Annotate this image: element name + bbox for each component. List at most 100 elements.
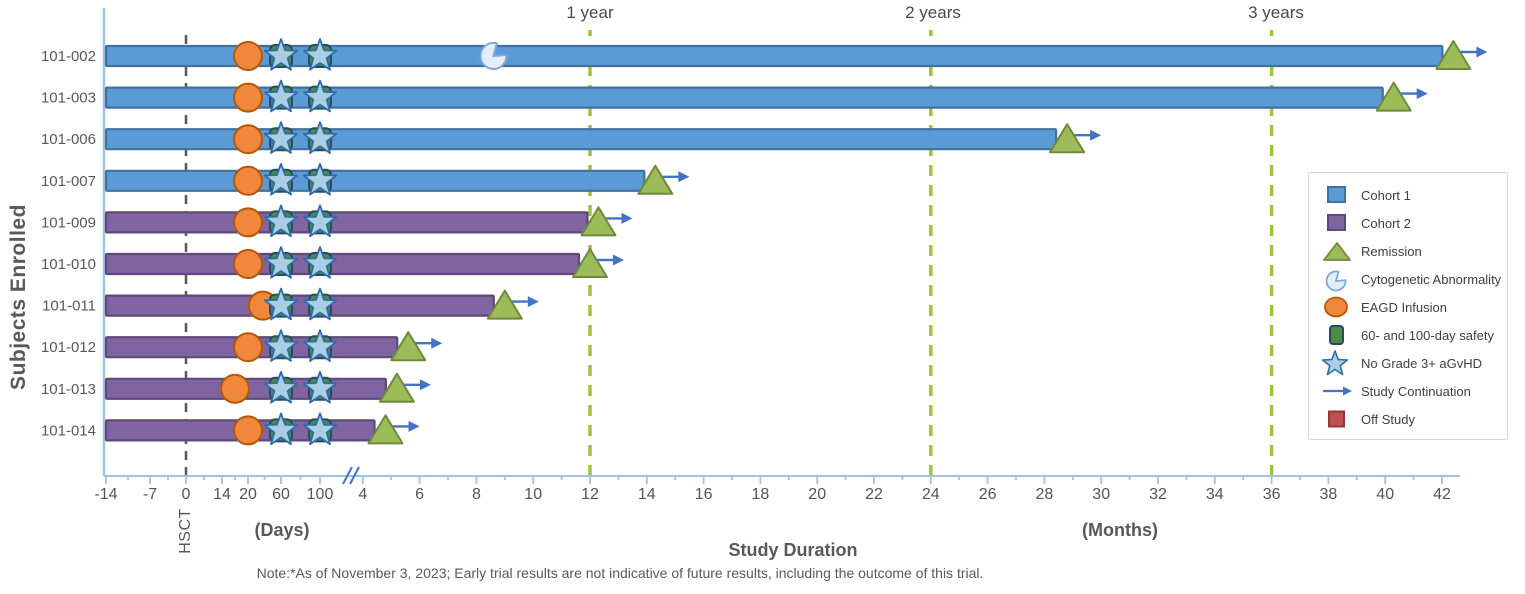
eagd-infusion-marker — [233, 249, 263, 279]
day-tick-label: -14 — [94, 486, 117, 503]
remission-triangle — [572, 248, 608, 278]
safety-icon — [1329, 325, 1344, 345]
legend-label: Cohort 2 — [1361, 215, 1411, 231]
subject-row-101-002: 101-002 — [41, 38, 1488, 71]
legend-label: Cohort 1 — [1361, 187, 1411, 203]
remission-triangle — [390, 331, 427, 362]
month-tick-label: 34 — [1206, 486, 1224, 503]
subject-label: 101-003 — [41, 90, 96, 107]
months-axis-caption: (Months) — [1082, 520, 1158, 540]
cohort-bar — [104, 211, 589, 234]
no-agvhd-star-marker — [302, 287, 338, 321]
day-tick-label: -7 — [143, 486, 157, 503]
eagd-infusion-marker — [233, 82, 263, 113]
legend-item-remission: Remission — [1319, 237, 1503, 265]
no-agvhd-star-marker — [302, 246, 338, 279]
subject-row-101-014: 101-014 — [41, 412, 420, 446]
eagd-infusion-marker — [233, 415, 263, 446]
legend-label: 60- and 100-day safety — [1361, 327, 1494, 343]
month-tick-label: 40 — [1376, 486, 1394, 503]
subject-label: 101-014 — [41, 422, 96, 439]
no-agvhd-star-marker — [263, 121, 299, 154]
cohort-bar — [104, 86, 1384, 109]
study-continuation-arrowhead — [419, 379, 431, 391]
eagd-infusion-icon — [1324, 296, 1348, 318]
three-years-label: 3 years — [1248, 3, 1304, 22]
subject-row-101-012: 101-012 — [41, 329, 443, 363]
remission-triangle — [367, 414, 404, 445]
cytogenetic-abnormality-marker — [479, 41, 508, 70]
subject-row-101-009: 101-009 — [41, 204, 633, 238]
x-axis-title: Study Duration — [728, 540, 858, 560]
remission-triangle — [486, 289, 523, 320]
legend-item-off-study: Off Study — [1319, 405, 1503, 433]
no-agvhd-star-marker — [263, 204, 299, 238]
subject-row-101-010: 101-010 — [41, 246, 624, 279]
month-tick-label: 10 — [524, 486, 542, 503]
study-continuation-arrowhead — [408, 420, 420, 432]
study-continuation-arrowhead — [431, 337, 443, 349]
subject-row-101-003: 101-003 — [41, 79, 1428, 113]
axis-break-mark — [349, 466, 360, 485]
hsct-label: HSCT — [177, 508, 194, 554]
legend-item-cohort-1: Cohort 1 — [1319, 181, 1503, 209]
legend-label: Remission — [1361, 243, 1422, 259]
cohort-bar — [104, 128, 1058, 151]
no-agvhd-star-marker — [302, 38, 338, 71]
subject-row-101-011: 101-011 — [42, 287, 539, 321]
month-tick-label: 30 — [1092, 486, 1110, 503]
month-tick-label: 42 — [1433, 486, 1451, 503]
no-agvhd-star-marker — [263, 162, 299, 196]
eagd-infusion-marker — [233, 207, 263, 238]
cohort-2-swatch — [1327, 214, 1346, 231]
month-tick-label: 26 — [979, 486, 997, 503]
subject-label: 101-012 — [41, 339, 96, 356]
month-tick-label: 16 — [695, 486, 713, 503]
subject-label: 101-013 — [41, 381, 96, 398]
eagd-infusion-marker — [233, 165, 263, 196]
two-years-label: 2 years — [905, 3, 961, 22]
legend-item-cytogenetic-abnormality: Cytogenetic Abnormality — [1319, 265, 1503, 293]
study-continuation-arrowhead — [613, 254, 624, 266]
no-agvhd-star-marker — [263, 246, 299, 279]
month-tick-label: 36 — [1263, 486, 1281, 503]
month-tick-label: 8 — [472, 486, 481, 503]
cohort-bar — [104, 44, 1444, 68]
remission-triangle — [1049, 123, 1086, 154]
month-tick-label: 14 — [638, 486, 656, 503]
remission-triangle — [1435, 40, 1472, 70]
no-agvhd-star-marker — [302, 79, 338, 113]
day-tick-label: 0 — [182, 486, 191, 503]
no-agvhd-star-marker — [263, 329, 299, 362]
days-axis-caption: (Days) — [254, 520, 310, 540]
cohort-bar — [104, 252, 581, 276]
month-tick-label: 12 — [581, 486, 599, 503]
no-agvhd-star-marker — [263, 38, 299, 71]
study-continuation-arrowhead — [1476, 46, 1488, 58]
cohort-bar — [104, 294, 495, 317]
legend-label: Off Study — [1361, 411, 1415, 427]
legend-label: Study Continuation — [1361, 383, 1471, 399]
remission-triangle — [637, 164, 674, 195]
cohort-bar — [104, 169, 646, 192]
day-tick-label: 14 — [213, 486, 231, 503]
day-tick-label: 60 — [272, 486, 290, 503]
subject-label: 101-006 — [41, 131, 96, 148]
off-study-swatch — [1328, 410, 1345, 428]
subject-label: 101-010 — [41, 256, 96, 273]
no-agvhd-star-marker — [263, 412, 299, 446]
subject-label: 101-009 — [41, 214, 96, 231]
legend-label: EAGD Infusion — [1361, 299, 1447, 315]
legend-item-no-agvhd-star: No Grade 3+ aGvHD — [1319, 349, 1503, 377]
legend-item-study-continuation-arrow: Study Continuation — [1319, 377, 1503, 405]
axis-break-mark — [342, 466, 353, 485]
study-continuation-arrowhead — [1090, 129, 1102, 141]
eagd-infusion-marker — [233, 124, 263, 155]
subject-label: 101-011 — [42, 298, 96, 315]
remission-triangle — [580, 206, 617, 237]
month-tick-label: 6 — [415, 486, 424, 503]
month-tick-label: 18 — [752, 486, 770, 503]
day-tick-label: 20 — [239, 486, 257, 503]
